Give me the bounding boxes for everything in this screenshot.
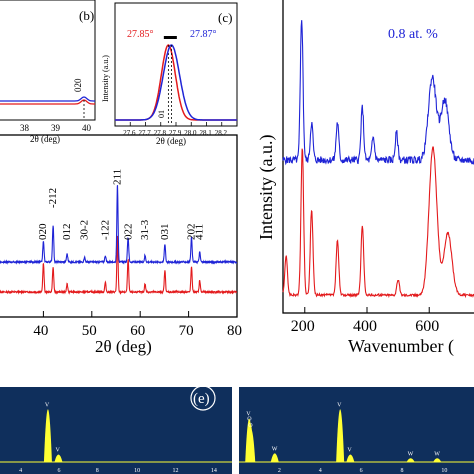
xrd-peak-annotation: -122: [99, 220, 111, 240]
inset-c-xlabel: 2θ (deg): [156, 136, 186, 146]
edx-peak-label: W: [434, 451, 440, 457]
edx-peak-label: V: [246, 412, 251, 418]
xrd-series-red: [0, 235, 238, 295]
inset-b-tick: 39: [51, 123, 61, 133]
raman-tick-label: 400: [353, 318, 377, 335]
edx-tick-label: 6: [360, 468, 363, 474]
xrd-peak-annotation: 012: [61, 224, 73, 241]
edx-e-background: [0, 387, 232, 474]
xrd-series-blue: [0, 185, 238, 265]
edx-peak: [433, 458, 442, 462]
inset-c-panel-label: (c): [218, 10, 232, 25]
inset-b-xlabel: 2θ (deg): [30, 134, 60, 144]
xrd-tick-label: 40: [33, 323, 48, 339]
inset-c-blue-peak-label: 27.87°: [190, 29, 217, 40]
inset-c-ylabel: Intensity (a.u.): [101, 55, 110, 102]
inset-c-series-blue: [115, 44, 237, 121]
edx-tick-label: 8: [400, 468, 403, 474]
xrd-peak-annotation: 031: [159, 224, 171, 241]
edx-tick-label: 14: [211, 468, 217, 474]
raman-legend: 0.8 at. %: [388, 27, 438, 42]
xrd-peak-annotation: 411: [194, 224, 206, 240]
inset-c-red-peak-label: 27.85°: [127, 29, 154, 40]
edx-peak-label: O: [248, 423, 253, 429]
raman-panel: Intensity (a.u.) 0.8 at. % 200 400 600 Wav…: [256, 0, 474, 357]
xrd-tick-label: 80: [227, 323, 242, 339]
xrd-frame: [0, 134, 238, 318]
xrd-peak-annotation: 30-2: [79, 220, 91, 240]
inset-c: (c) Intensity (a.u.) 27.85° 27.87° 01 27…: [101, 2, 238, 146]
edx-tick-label: 4: [19, 468, 22, 474]
raman-xlabel: Wavenumber (: [348, 336, 454, 357]
edx-peak-label: V: [55, 448, 60, 454]
edx-tick-label: 4: [319, 468, 322, 474]
xrd-tick-label: 50: [82, 323, 97, 339]
edx-peak: [270, 453, 279, 462]
xrd-panel: 40 50 60 70 80 020 -212 012 30-2 -122 211 022 31-3 0…: [0, 134, 242, 356]
xrd-tick-label: 60: [130, 323, 145, 339]
edx-peak-label: V: [337, 402, 342, 408]
edx-e-label-circle: [190, 385, 216, 411]
xrd-peak-annotation: 202: [186, 224, 198, 241]
inset-b: (b) 020 38 39 40 2θ (deg): [0, 0, 96, 144]
inset-c-tick-label: 27.9: [169, 129, 182, 137]
edx-tick-label: 10: [134, 468, 140, 474]
edx-peak-label: W: [272, 446, 278, 452]
edx-peak: [43, 409, 52, 462]
edx-e-panel-label: (e): [193, 391, 210, 407]
edx-tick-label: 2: [278, 468, 281, 474]
edx-tick-label: 6: [57, 468, 60, 474]
raman-tick-label: 200: [291, 318, 315, 335]
edx-f-background: [239, 387, 474, 474]
xrd-tick-label: 70: [179, 323, 194, 339]
xrd-peak-annotation: 31-3: [139, 219, 151, 240]
xrd-xlabel: 2θ (deg): [95, 337, 152, 356]
xrd-peak-annotation: -212: [47, 188, 59, 208]
raman-tick-label: 600: [415, 318, 439, 335]
raman-series-blue: [282, 20, 474, 166]
edx-tick-label: 12: [172, 468, 178, 474]
inset-c-tick-label: 27.6: [123, 129, 136, 137]
edx-tick-label: 10: [441, 468, 447, 474]
inset-b-tick: 38: [20, 123, 30, 133]
raman-frame: [282, 0, 474, 314]
inset-b-tick: 40: [82, 123, 92, 133]
edx-peak-label: W: [408, 451, 414, 457]
inset-c-marker: [163, 36, 177, 39]
xrd-peak-annotation: 020: [37, 223, 49, 240]
inset-c-hkl-label: 01: [157, 110, 166, 118]
edx-peak: [406, 458, 415, 462]
xrd-peak-annotation: 022: [123, 224, 135, 241]
inset-c-tick-label: 28.0: [184, 129, 197, 137]
inset-c-tick-label: 27.8: [154, 129, 167, 137]
edx-peak-label: V: [347, 448, 352, 454]
edx-e-panel: (e) V V 4 6 8 10 12 14: [0, 385, 232, 474]
raman-ylabel: Intensity (a.u.): [256, 135, 277, 240]
edx-peak-label: O: [247, 417, 252, 423]
inset-c-tick-label: 28.1: [200, 129, 213, 137]
inset-b-peak-label: 020: [73, 78, 83, 92]
edx-peak: [54, 454, 63, 462]
inset-b-panel-label: (b): [79, 8, 94, 23]
edx-tick-label: 8: [96, 468, 99, 474]
inset-c-tick-label: 28.2: [215, 129, 228, 137]
xrd-peak-annotation: 211: [111, 169, 123, 185]
inset-c-tick-label: 27.7: [139, 129, 152, 137]
edx-peak: [346, 454, 355, 462]
edx-peak: [336, 409, 345, 462]
raman-series-red: [282, 146, 474, 299]
edx-peak-label: V: [45, 402, 50, 408]
inset-b-series-blue: [0, 96, 95, 102]
inset-c-frame: [114, 2, 238, 127]
inset-b-series-red: [0, 99, 95, 105]
edx-peak: [247, 429, 256, 462]
